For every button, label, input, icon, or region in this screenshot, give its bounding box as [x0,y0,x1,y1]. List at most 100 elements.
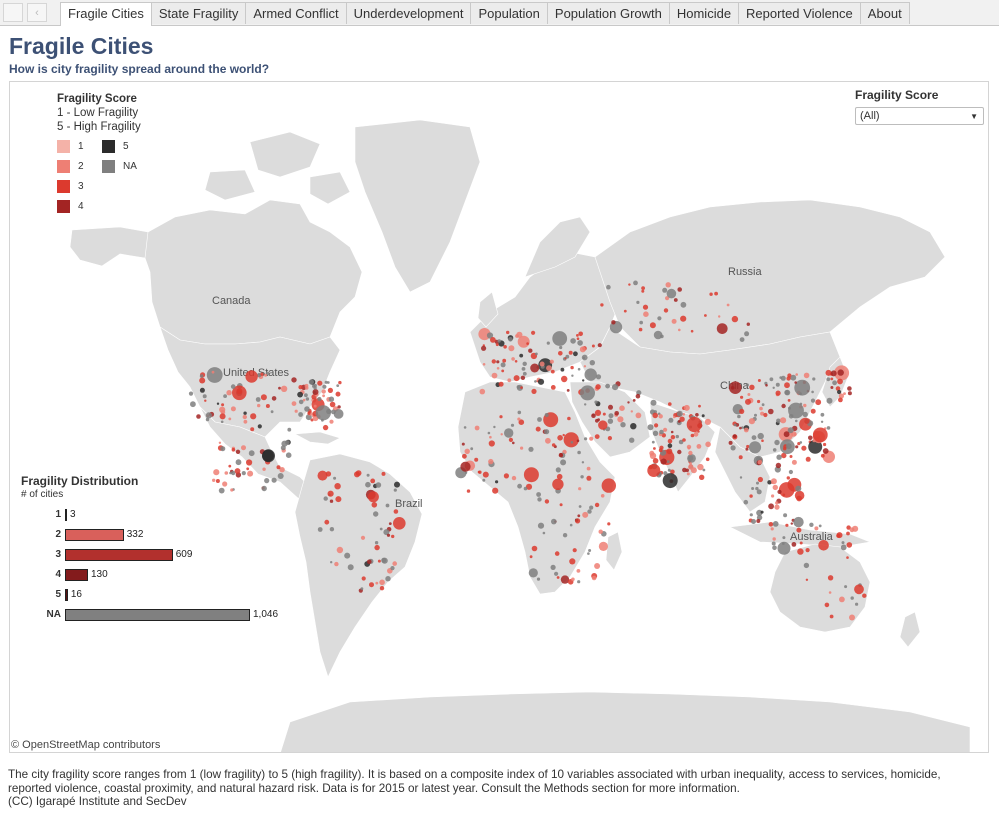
city-marker[interactable] [731,315,739,323]
fragility-score-dropdown[interactable]: (All) ▼ [855,107,984,125]
bar-2[interactable] [65,529,124,541]
city-marker[interactable] [576,439,580,443]
city-marker[interactable] [630,423,637,430]
city-marker[interactable] [310,418,314,422]
city-marker[interactable] [576,569,581,573]
city-marker[interactable] [810,398,816,403]
city-marker[interactable] [334,483,341,490]
city-marker[interactable] [784,390,790,395]
city-marker[interactable] [344,552,351,559]
city-marker[interactable] [785,443,792,450]
city-marker[interactable] [228,464,232,468]
city-marker[interactable] [795,373,798,376]
city-marker[interactable] [506,330,510,335]
city-marker[interactable] [661,433,666,438]
city-marker[interactable] [491,359,496,364]
city-marker[interactable] [474,457,479,462]
city-marker[interactable] [528,348,533,353]
city-marker[interactable] [837,378,843,385]
city-marker[interactable] [246,467,250,471]
city-marker[interactable] [652,412,658,419]
city-marker[interactable] [595,384,601,390]
city-marker[interactable] [514,360,518,363]
city-marker[interactable] [704,418,712,425]
city-marker[interactable] [312,389,319,395]
city-marker[interactable] [503,345,507,349]
city-marker[interactable] [572,548,577,553]
city-marker[interactable] [670,435,676,440]
city-marker[interactable] [582,356,586,360]
city-marker[interactable] [744,331,750,337]
city-marker[interactable] [188,391,194,396]
city-marker[interactable] [790,374,797,381]
city-marker[interactable] [312,384,316,388]
city-marker[interactable] [562,433,565,437]
city-marker[interactable] [781,452,787,459]
city-marker[interactable] [294,409,298,413]
city-marker[interactable] [670,469,675,475]
city-marker[interactable] [211,370,215,374]
city-marker[interactable] [607,418,614,424]
city-marker[interactable] [271,477,277,483]
city-marker[interactable] [746,322,750,326]
city-marker[interactable] [693,431,699,437]
city-marker[interactable] [366,473,370,477]
city-marker[interactable] [591,344,595,348]
city-marker[interactable] [746,444,750,449]
city-marker[interactable] [216,402,220,405]
city-marker[interactable] [772,537,776,541]
city-marker[interactable] [671,318,677,324]
city-marker[interactable] [369,582,374,588]
city-marker[interactable] [204,399,207,402]
city-marker[interactable] [535,352,538,356]
world-map[interactable]: Canada United States Russia China Brazil… [10,82,989,753]
city-marker[interactable] [743,499,749,505]
city-marker[interactable] [580,475,584,479]
city-marker[interactable] [836,532,843,539]
city-marker[interactable] [360,535,366,540]
city-marker[interactable] [539,361,545,367]
city-marker[interactable] [336,546,344,554]
city-marker[interactable] [820,412,825,417]
city-marker[interactable] [242,414,247,420]
city-marker[interactable] [199,387,205,393]
city-marker[interactable] [327,490,334,497]
city-marker[interactable] [391,534,395,539]
city-marker[interactable] [215,479,220,483]
city-marker[interactable] [317,396,322,402]
city-marker[interactable] [747,393,751,396]
city-marker[interactable] [607,522,611,526]
city-marker[interactable] [335,496,342,503]
city-marker[interactable] [815,399,822,406]
city-marker[interactable] [743,427,749,433]
city-marker[interactable] [771,541,776,546]
city-marker[interactable] [803,562,810,569]
city-marker[interactable] [542,531,546,535]
city-marker[interactable] [521,367,526,371]
city-marker[interactable] [768,503,774,510]
city-marker[interactable] [770,527,774,531]
legend-item-na[interactable]: NA [102,160,137,173]
city-marker[interactable] [770,478,777,485]
city-marker[interactable] [554,551,560,556]
city-marker[interactable] [482,471,489,478]
city-marker[interactable] [659,429,664,435]
city-marker[interactable] [852,525,859,532]
city-marker[interactable] [787,373,792,378]
city-marker[interactable] [495,343,499,347]
city-marker[interactable] [493,425,496,429]
tab-state-fragility[interactable]: State Fragility [150,2,247,24]
city-marker[interactable] [570,365,574,370]
city-marker[interactable] [322,394,325,398]
city-marker[interactable] [737,414,741,419]
city-marker[interactable] [803,372,810,379]
city-marker[interactable] [379,579,385,586]
city-marker[interactable] [260,372,264,376]
bar-4[interactable] [65,569,88,581]
city-marker[interactable] [741,426,744,429]
city-marker[interactable] [522,371,527,376]
city-marker[interactable] [550,385,556,390]
city-marker[interactable] [546,341,550,345]
city-marker[interactable] [393,517,406,530]
city-marker[interactable] [591,575,597,581]
